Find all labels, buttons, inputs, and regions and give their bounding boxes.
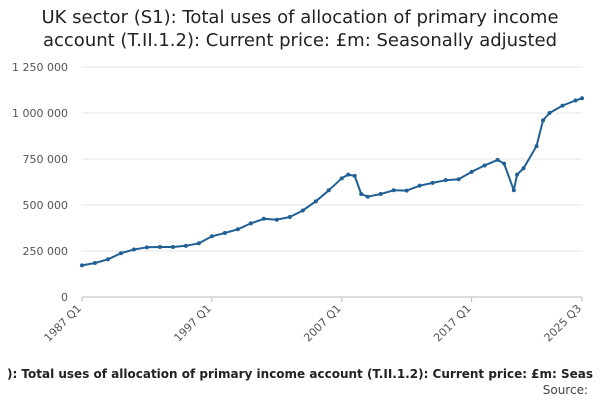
data-point <box>534 144 539 149</box>
data-point <box>580 96 584 101</box>
data-point <box>131 247 136 252</box>
chart-title-line-2: account (T.II.1.2): Current price: £m: S… <box>42 30 558 51</box>
data-point <box>430 180 435 185</box>
data-point <box>209 234 214 239</box>
data-point <box>80 263 84 268</box>
data-point <box>183 243 188 248</box>
data-point <box>326 188 331 193</box>
data-point <box>170 244 175 249</box>
data-point <box>495 157 500 162</box>
data-point <box>443 178 448 183</box>
axes: 0 250 000 500 000 750 000 1 000 000 1 250 000… <box>12 61 584 344</box>
y-tick-label: 250 000 <box>23 245 69 258</box>
series-line <box>81 97 583 267</box>
data-point <box>417 183 422 188</box>
gridlines <box>82 66 582 252</box>
x-tick-label: 1997 Q1 <box>171 302 214 345</box>
data-point <box>261 216 266 221</box>
data-point <box>92 260 97 265</box>
y-tick-label: 500 000 <box>23 199 69 212</box>
data-point <box>547 111 552 115</box>
data-point <box>502 161 507 166</box>
x-tick-label: 1987 Q1 <box>42 302 85 345</box>
data-point <box>404 188 409 193</box>
y-tick-label: 1 250 000 <box>12 61 68 74</box>
data-point <box>391 188 396 193</box>
y-tick-label: 750 000 <box>23 153 69 166</box>
footer-series-name: ): Total uses of allocation of primary i… <box>6 367 594 381</box>
data-point <box>352 173 357 178</box>
data-point <box>274 217 279 222</box>
data-point <box>300 208 305 213</box>
data-point <box>157 244 162 249</box>
data-point <box>287 214 292 219</box>
data-point <box>515 172 520 177</box>
data-point <box>235 227 240 232</box>
chart-title-line-1: UK sector (S1): Total uses of allocation… <box>41 7 559 28</box>
y-tick-label: 1 000 000 <box>12 107 68 120</box>
chart-title: UK sector (S1): Total uses of allocation… <box>0 6 600 52</box>
data-point <box>378 191 383 196</box>
y-tick-label: 0 <box>61 291 68 304</box>
data-point <box>196 241 201 246</box>
data-point <box>456 177 461 182</box>
data-point <box>365 194 370 199</box>
data-point <box>521 166 526 171</box>
data-point <box>541 118 546 123</box>
data-point <box>359 191 364 196</box>
data-point <box>222 230 227 235</box>
data-point <box>339 176 344 181</box>
series-layer <box>80 96 584 268</box>
x-tick-label: 2017 Q1 <box>431 302 474 345</box>
data-point <box>248 221 253 226</box>
x-tick-label: 2007 Q1 <box>301 302 344 345</box>
data-point <box>313 199 318 204</box>
data-point <box>346 172 351 177</box>
data-point <box>511 188 516 193</box>
data-point <box>573 98 578 103</box>
data-point <box>105 257 110 262</box>
data-point <box>560 103 565 108</box>
data-point <box>482 163 487 168</box>
x-tick-label: 2025 Q3 <box>542 302 585 345</box>
data-point <box>469 169 474 174</box>
footer-source: Source: <box>542 383 588 397</box>
data-point <box>144 245 149 250</box>
data-point <box>118 251 123 256</box>
